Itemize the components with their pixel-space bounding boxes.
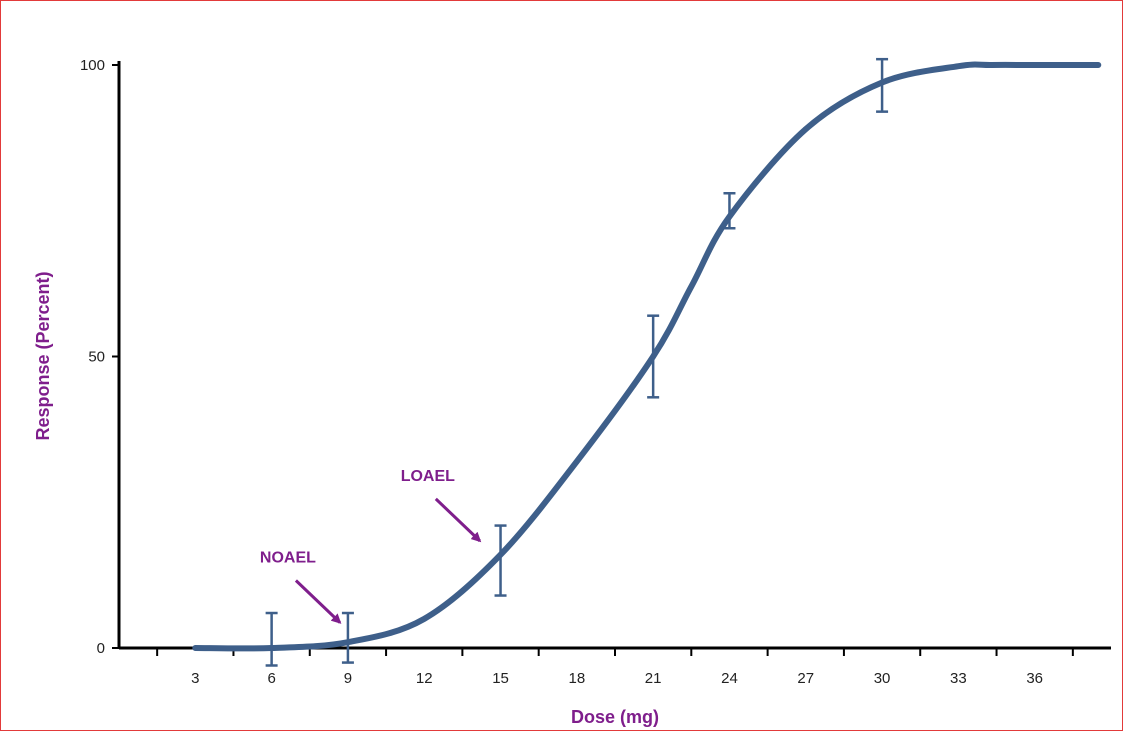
curve-layer xyxy=(192,61,1102,652)
y-tick-label: 100 xyxy=(80,57,105,74)
error-bar xyxy=(341,611,354,664)
x-tick-label: 9 xyxy=(344,670,352,687)
x-tick-label: 15 xyxy=(492,670,509,687)
x-tick-label: 36 xyxy=(1026,670,1043,687)
x-axis-title: Dose (mg) xyxy=(571,707,659,727)
x-tick-label: 18 xyxy=(569,670,586,687)
x-tick-label: 6 xyxy=(267,670,275,687)
x-tick-label: 33 xyxy=(950,670,967,687)
error-bar xyxy=(494,524,507,597)
loael-arrow xyxy=(434,497,482,543)
response-curve xyxy=(192,61,1102,652)
noael-label: NOAEL xyxy=(260,550,316,567)
annotations: NOAEL LOAEL xyxy=(260,468,482,624)
x-tick-label: 27 xyxy=(797,670,814,687)
y-tick-label: 50 xyxy=(88,349,105,366)
error-bar xyxy=(265,611,278,667)
x-tick-label: 12 xyxy=(416,670,433,687)
error-bars xyxy=(265,57,889,667)
x-tick-label: 24 xyxy=(721,670,738,687)
x-tick-label: 30 xyxy=(874,670,891,687)
error-bar xyxy=(876,57,889,113)
loael-label: LOAEL xyxy=(401,468,455,485)
error-bar xyxy=(723,192,736,230)
x-tick-label: 3 xyxy=(191,670,199,687)
noael-arrow xyxy=(294,579,342,624)
x-tick-label: 21 xyxy=(645,670,662,687)
y-tick-label: 0 xyxy=(97,640,105,657)
y-axis-title: Response (Percent) xyxy=(33,271,53,440)
error-bar xyxy=(647,314,660,399)
